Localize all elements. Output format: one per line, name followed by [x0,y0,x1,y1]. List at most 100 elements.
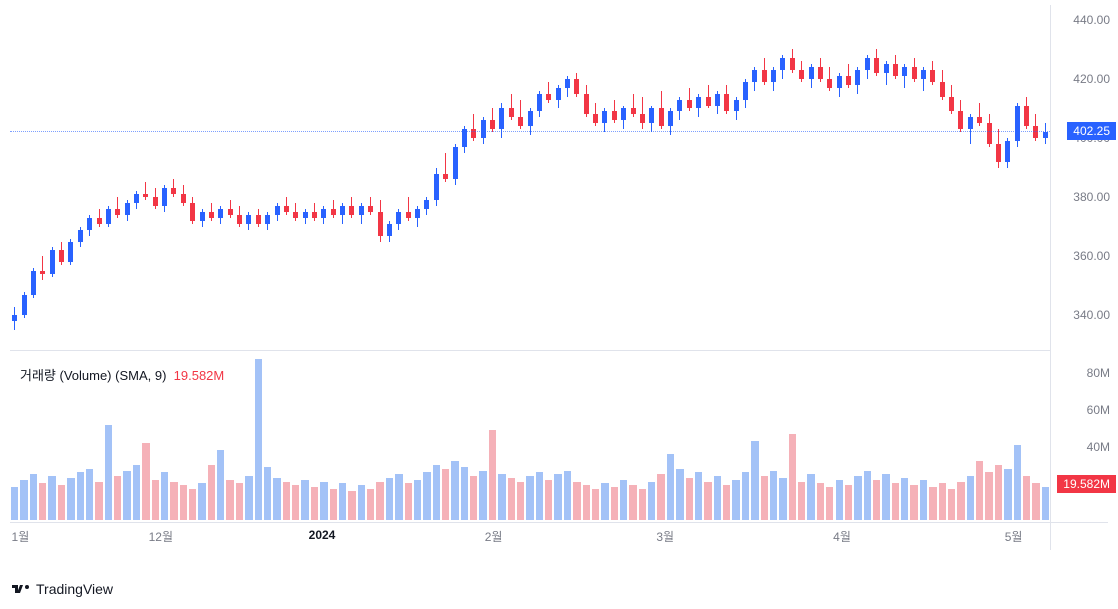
volume-bar [255,359,262,520]
volume-bar [845,485,852,520]
candle-body [443,174,448,180]
volume-bar [611,487,618,520]
volume-bar [77,472,84,520]
candle-body [912,67,917,79]
x-tick-label: 5월 [1005,528,1023,545]
volume-bar [826,487,833,520]
volume-chart[interactable]: 거래량 (Volume) (SMA, 9) 19.582M [10,355,1050,520]
candle-body [434,174,439,201]
volume-bar [423,472,430,520]
candle-body [846,76,851,85]
volume-bar [236,483,243,520]
candle-body [968,117,973,129]
candle-body [303,212,308,218]
candle-body [209,212,214,218]
current-price-badge: 402.25 [1067,122,1116,140]
volume-bar [629,485,636,520]
candle-body [949,97,954,112]
volume-bar [714,476,721,520]
volume-bar [161,472,168,520]
candle-body [574,79,579,94]
candle-body [593,114,598,123]
candle-body [312,212,317,218]
volume-bar [405,483,412,520]
candle-body [855,70,860,85]
volume-bar [545,480,552,520]
candle-body [518,117,523,126]
candle-body [490,120,495,129]
x-tick-label: 12월 [149,528,173,545]
volume-bar [133,465,140,520]
volume-bar [395,474,402,520]
panel-divider[interactable] [10,350,1050,351]
y-tick-label: 340.00 [1073,308,1110,322]
candle-body [687,100,692,109]
candle-body [790,58,795,70]
candle-body [677,100,682,112]
x-tick-label: 4월 [833,528,851,545]
candle-body [752,70,757,82]
candle-body [284,206,289,212]
volume-bar [479,471,486,521]
candle-body [1005,141,1010,162]
candle-wick [42,256,43,280]
volume-bar [985,472,992,520]
volume-bar [601,483,608,520]
volume-bar [86,469,93,520]
candle-body [893,64,898,76]
current-volume-badge: 19.582M [1057,475,1116,493]
volume-bar [301,480,308,520]
candle-body [499,108,504,129]
volume-bar [920,480,927,520]
price-y-axis[interactable]: 340.00360.00380.00400.00420.00440.00 [1058,5,1118,345]
candle-body [134,194,139,203]
time-x-axis[interactable]: 1월12월20242월3월4월5월 [10,528,1050,553]
volume-bar [1004,469,1011,520]
volume-bar [348,491,355,520]
candle-body [621,108,626,120]
candle-body [218,209,223,218]
candle-body [659,108,664,126]
candle-body [612,111,617,120]
volume-bar [967,476,974,520]
axis-border [1050,5,1051,550]
volume-bar [198,483,205,520]
volume-bar [330,489,337,520]
volume-bar [836,480,843,520]
x-tick-label: 2월 [485,528,503,545]
candle-body [340,206,345,215]
volume-bar [461,467,468,520]
bottom-border [10,522,1108,523]
volume-bar [67,478,74,520]
volume-bar [358,485,365,520]
candle-body [987,123,992,144]
y-tick-label: 40M [1087,440,1110,454]
candle-body [706,97,711,106]
volume-bar [189,489,196,520]
volume-y-axis[interactable]: 40M60M80M [1058,355,1118,520]
candle-body [246,215,251,224]
candle-body [771,70,776,82]
volume-bar [386,478,393,520]
volume-bar [1014,445,1021,520]
volume-bar [30,474,37,520]
tradingview-brand[interactable]: TradingView [12,581,113,597]
x-tick-label: 2024 [309,528,336,542]
y-tick-label: 440.00 [1073,13,1110,27]
candle-body [631,108,636,114]
volume-bar [686,478,693,520]
candle-body [237,215,242,224]
candle-body [837,76,842,88]
candle-body [696,97,701,109]
volume-bar [573,482,580,521]
candle-body [715,94,720,106]
candle-body [902,67,907,76]
candle-body [1024,106,1029,127]
volume-bar [648,482,655,521]
price-chart[interactable] [10,5,1050,345]
candle-body [884,64,889,73]
volume-bar [779,478,786,520]
volume-bar [882,474,889,520]
volume-bar [957,482,964,521]
candle-body [171,188,176,194]
